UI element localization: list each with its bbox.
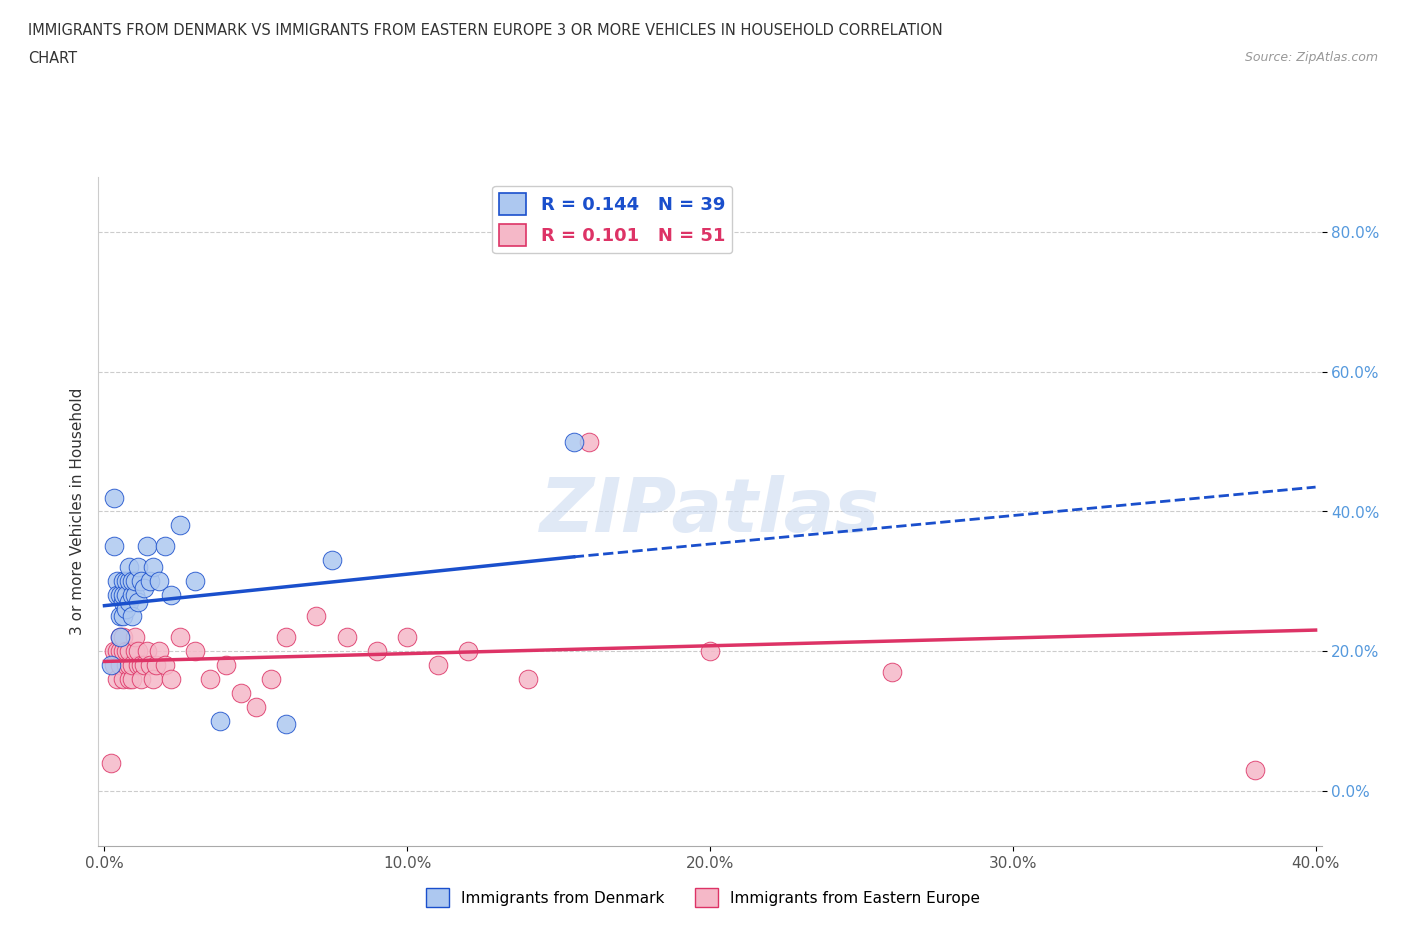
Point <box>336 630 359 644</box>
Point <box>121 671 143 686</box>
Point <box>139 658 162 672</box>
Point <box>153 658 176 672</box>
Point <box>111 671 134 686</box>
Point <box>105 644 128 658</box>
Point <box>169 630 191 644</box>
Point <box>111 644 134 658</box>
Point <box>118 658 141 672</box>
Point <box>103 644 125 658</box>
Point <box>132 658 155 672</box>
Text: Source: ZipAtlas.com: Source: ZipAtlas.com <box>1244 51 1378 64</box>
Point <box>118 671 141 686</box>
Point <box>103 490 125 505</box>
Point <box>114 574 136 589</box>
Point <box>145 658 167 672</box>
Point <box>108 630 131 644</box>
Point <box>245 699 267 714</box>
Point <box>148 644 170 658</box>
Point <box>108 658 131 672</box>
Point <box>260 671 283 686</box>
Legend: R = 0.144   N = 39, R = 0.101   N = 51: R = 0.144 N = 39, R = 0.101 N = 51 <box>492 186 733 253</box>
Point <box>118 644 141 658</box>
Point <box>1244 763 1267 777</box>
Point <box>111 609 134 624</box>
Text: IMMIGRANTS FROM DENMARK VS IMMIGRANTS FROM EASTERN EUROPE 3 OR MORE VEHICLES IN : IMMIGRANTS FROM DENMARK VS IMMIGRANTS FR… <box>28 23 943 38</box>
Point <box>184 574 207 589</box>
Point <box>114 602 136 617</box>
Point <box>121 574 143 589</box>
Point <box>135 644 157 658</box>
Point <box>129 671 152 686</box>
Point <box>103 658 125 672</box>
Text: ZIPatlas: ZIPatlas <box>540 475 880 548</box>
Point <box>127 658 149 672</box>
Point <box>124 630 146 644</box>
Point <box>153 539 176 554</box>
Point <box>108 588 131 603</box>
Point <box>135 539 157 554</box>
Point <box>139 574 162 589</box>
Point <box>184 644 207 658</box>
Point <box>396 630 419 644</box>
Point <box>276 717 298 732</box>
Point <box>127 560 149 575</box>
Point <box>100 658 122 672</box>
Point <box>229 685 252 700</box>
Point <box>111 588 134 603</box>
Point <box>699 644 721 658</box>
Point <box>129 658 152 672</box>
Point <box>124 588 146 603</box>
Point <box>108 609 131 624</box>
Point <box>118 560 141 575</box>
Point <box>457 644 479 658</box>
Y-axis label: 3 or more Vehicles in Household: 3 or more Vehicles in Household <box>69 388 84 635</box>
Point <box>366 644 388 658</box>
Point <box>114 644 136 658</box>
Point <box>108 630 131 644</box>
Point <box>121 609 143 624</box>
Point <box>160 671 183 686</box>
Point <box>129 574 152 589</box>
Point <box>517 671 540 686</box>
Point <box>127 595 149 610</box>
Point <box>124 644 146 658</box>
Text: CHART: CHART <box>28 51 77 66</box>
Point <box>100 755 122 770</box>
Point <box>142 560 165 575</box>
Point <box>121 588 143 603</box>
Legend: Immigrants from Denmark, Immigrants from Eastern Europe: Immigrants from Denmark, Immigrants from… <box>420 883 986 913</box>
Point <box>108 644 131 658</box>
Point <box>305 609 328 624</box>
Point <box>105 671 128 686</box>
Point <box>118 595 141 610</box>
Point <box>114 588 136 603</box>
Point <box>111 574 134 589</box>
Point <box>169 518 191 533</box>
Point <box>208 713 231 728</box>
Point <box>111 595 134 610</box>
Point <box>105 574 128 589</box>
Point <box>132 580 155 596</box>
Point <box>118 574 141 589</box>
Point <box>321 552 343 567</box>
Point <box>105 588 128 603</box>
Point <box>276 630 298 644</box>
Point <box>562 434 585 449</box>
Point <box>127 644 149 658</box>
Point <box>426 658 449 672</box>
Point <box>142 671 165 686</box>
Point <box>148 574 170 589</box>
Point <box>124 574 146 589</box>
Point <box>111 630 134 644</box>
Point <box>200 671 222 686</box>
Point <box>578 434 600 449</box>
Point <box>103 539 125 554</box>
Point <box>160 588 183 603</box>
Point <box>880 664 903 679</box>
Point <box>214 658 236 672</box>
Point <box>114 658 136 672</box>
Point <box>121 658 143 672</box>
